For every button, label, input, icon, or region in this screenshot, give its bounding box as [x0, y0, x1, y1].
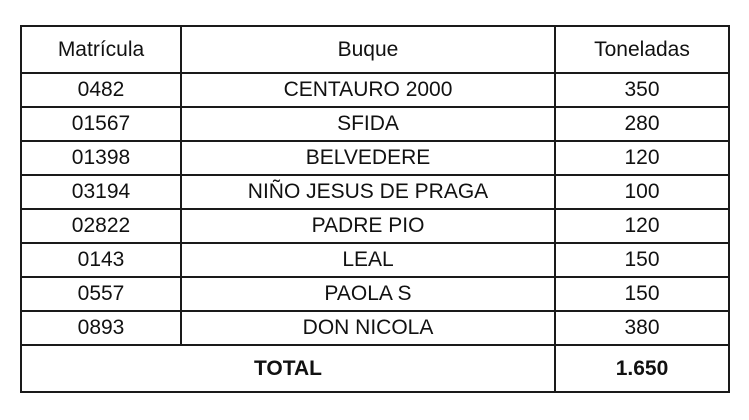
table-row: 0893 DON NICOLA 380 [20, 310, 730, 346]
header-matricula: Matrícula [20, 25, 182, 74]
table-row: 0143 LEAL 150 [20, 242, 730, 278]
cell-matricula: 02822 [20, 208, 182, 244]
cell-toneladas: 380 [554, 310, 730, 346]
header-row: Matrícula Buque Toneladas [20, 25, 730, 74]
cell-buque: DON NICOLA [180, 310, 556, 346]
cell-matricula: 0557 [20, 276, 182, 312]
cell-matricula: 0482 [20, 72, 182, 108]
cell-toneladas: 120 [554, 140, 730, 176]
cell-toneladas: 100 [554, 174, 730, 210]
cell-buque: BELVEDERE [180, 140, 556, 176]
cell-matricula: 01567 [20, 106, 182, 142]
cell-buque: NIÑO JESUS DE PRAGA [180, 174, 556, 210]
total-value: 1.650 [554, 344, 730, 393]
cell-matricula: 01398 [20, 140, 182, 176]
cell-toneladas: 150 [554, 242, 730, 278]
cell-buque: LEAL [180, 242, 556, 278]
cell-buque: SFIDA [180, 106, 556, 142]
cell-matricula: 0143 [20, 242, 182, 278]
cell-buque: CENTAURO 2000 [180, 72, 556, 108]
table-row: 01567 SFIDA 280 [20, 106, 730, 142]
cell-toneladas: 350 [554, 72, 730, 108]
header-buque: Buque [180, 25, 556, 74]
cell-matricula: 03194 [20, 174, 182, 210]
cell-buque: PADRE PIO [180, 208, 556, 244]
cell-toneladas: 150 [554, 276, 730, 312]
table-row: 0557 PAOLA S 150 [20, 276, 730, 312]
total-label: TOTAL [20, 344, 556, 393]
header-toneladas: Toneladas [554, 25, 730, 74]
cell-buque: PAOLA S [180, 276, 556, 312]
table-row: 02822 PADRE PIO 120 [20, 208, 730, 244]
cell-toneladas: 280 [554, 106, 730, 142]
cell-toneladas: 120 [554, 208, 730, 244]
vessel-table: Matrícula Buque Toneladas 0482 CENTAURO 2… [20, 25, 730, 393]
cell-matricula: 0893 [20, 310, 182, 346]
table-row: 03194 NIÑO JESUS DE PRAGA 100 [20, 174, 730, 210]
table-row: 0482 CENTAURO 2000 350 [20, 72, 730, 108]
table-row: 01398 BELVEDERE 120 [20, 140, 730, 176]
total-row: TOTAL 1.650 [20, 344, 730, 393]
